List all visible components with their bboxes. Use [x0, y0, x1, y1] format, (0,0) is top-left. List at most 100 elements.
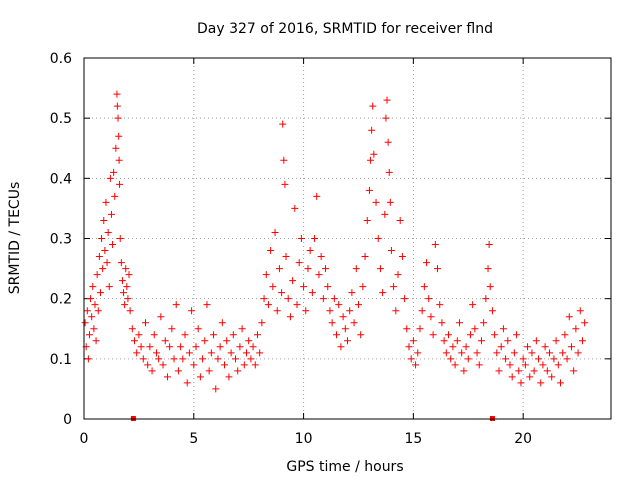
- data-point: [159, 361, 167, 369]
- data-point: [269, 283, 277, 291]
- data-point: [475, 361, 483, 369]
- data-points: [81, 90, 589, 393]
- data-point: [493, 349, 501, 357]
- x-axis-title: GPS time / hours: [286, 459, 403, 475]
- data-point: [135, 331, 143, 339]
- data-point: [484, 265, 492, 273]
- y-tick-label: 0.4: [50, 171, 72, 187]
- data-point: [458, 349, 466, 357]
- data-point: [141, 319, 149, 327]
- data-point: [81, 319, 89, 327]
- data-point: [482, 295, 490, 303]
- data-point: [462, 343, 470, 351]
- data-point: [324, 283, 332, 291]
- data-point: [504, 337, 512, 345]
- data-point: [394, 271, 402, 279]
- data-point: [337, 343, 345, 351]
- data-point: [115, 156, 123, 164]
- data-point: [94, 307, 102, 315]
- data-point: [291, 204, 299, 212]
- data-point: [212, 385, 220, 393]
- data-point: [502, 355, 510, 363]
- x-tick-label: 0: [80, 431, 89, 447]
- data-point: [216, 343, 224, 351]
- data-point: [100, 216, 108, 224]
- x-tick-label: 20: [514, 431, 532, 447]
- data-point: [139, 355, 147, 363]
- data-point: [374, 235, 382, 242]
- data-point: [429, 331, 437, 339]
- data-point: [101, 247, 109, 255]
- data-point: [416, 325, 424, 333]
- data-point: [144, 361, 152, 369]
- data-point: [157, 313, 165, 321]
- data-point: [423, 259, 431, 267]
- data-point: [497, 343, 505, 351]
- data-point: [491, 331, 499, 339]
- data-point: [412, 361, 420, 369]
- data-point: [543, 367, 551, 375]
- data-point: [104, 228, 112, 236]
- data-point: [515, 367, 523, 375]
- data-point: [369, 102, 377, 110]
- data-point: [390, 283, 398, 291]
- data-point: [460, 367, 468, 375]
- data-point: [177, 343, 185, 351]
- data-point: [297, 235, 305, 242]
- data-point: [392, 307, 400, 315]
- data-point: [455, 319, 463, 327]
- data-point: [344, 337, 351, 345]
- data-point: [552, 337, 560, 345]
- data-point: [87, 295, 95, 303]
- data-point: [137, 343, 145, 351]
- data-point: [326, 307, 334, 315]
- data-point: [559, 349, 567, 357]
- data-point: [550, 355, 558, 363]
- data-point: [427, 313, 435, 321]
- data-point: [199, 355, 207, 363]
- data-point: [486, 283, 494, 291]
- data-point: [350, 319, 358, 327]
- data-point: [405, 343, 413, 351]
- data-point: [317, 253, 325, 261]
- data-point: [85, 331, 93, 339]
- data-point: [124, 295, 132, 303]
- data-point: [319, 295, 327, 303]
- data-point: [84, 355, 92, 363]
- data-point: [89, 283, 97, 291]
- y-tick-label: 0.3: [50, 232, 72, 248]
- data-point: [361, 253, 369, 261]
- data-point: [146, 343, 154, 351]
- data-point: [185, 349, 193, 357]
- data-point: [565, 313, 573, 321]
- data-point: [166, 343, 174, 351]
- data-point: [201, 337, 209, 345]
- data-point: [278, 289, 286, 297]
- y-tick-label: 0: [63, 412, 72, 428]
- data-point: [398, 253, 406, 261]
- data-point: [105, 283, 113, 291]
- data-point: [148, 367, 156, 375]
- data-point: [227, 349, 235, 357]
- data-point: [295, 259, 303, 267]
- data-point: [311, 235, 319, 242]
- data-point: [396, 216, 404, 224]
- data-point: [232, 355, 240, 363]
- data-point: [306, 247, 314, 255]
- data-point: [247, 355, 255, 363]
- data-point: [273, 307, 281, 315]
- data-point: [376, 265, 384, 273]
- data-point: [315, 271, 323, 279]
- data-point: [403, 325, 411, 333]
- plot-frame: [83, 57, 612, 420]
- data-point: [98, 235, 106, 242]
- data-point: [91, 301, 99, 309]
- data-point: [508, 373, 516, 381]
- data-point: [113, 102, 121, 110]
- data-point: [90, 325, 98, 333]
- data-point: [370, 150, 378, 158]
- data-point: [308, 289, 316, 297]
- data-point: [359, 283, 367, 291]
- data-point: [218, 319, 226, 327]
- data-point: [576, 307, 584, 315]
